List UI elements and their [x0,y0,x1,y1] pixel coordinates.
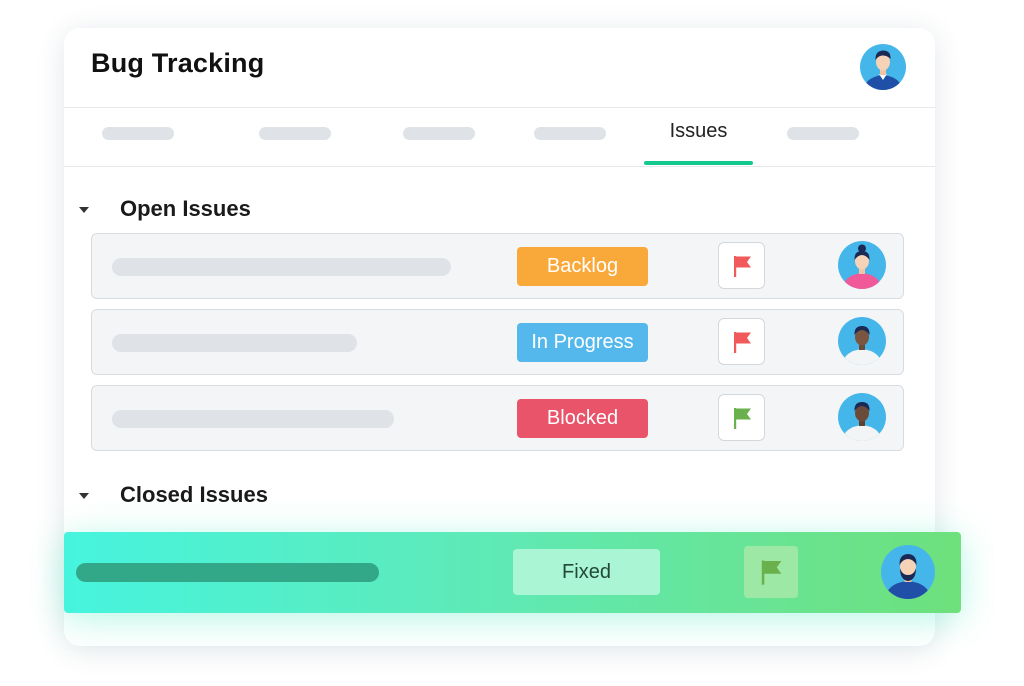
issue-title-placeholder [112,410,394,428]
flag-icon [733,331,751,353]
tab-4[interactable] [534,127,606,140]
tab-active-indicator [644,161,753,165]
assignee-avatar[interactable] [838,393,886,441]
priority-flag-button[interactable] [718,242,765,289]
status-badge: Fixed [513,549,660,595]
caret-down-icon [79,207,89,213]
user-avatar[interactable] [860,44,906,90]
tab-3[interactable] [403,127,475,140]
status-badge: In Progress [517,323,648,362]
assignee-avatar[interactable] [881,545,935,599]
issue-row[interactable]: Blocked [91,385,904,451]
flag-icon [733,255,751,277]
tab-2[interactable] [259,127,331,140]
assignee-avatar[interactable] [838,241,886,289]
assignee-avatar[interactable] [838,317,886,365]
closed-issue-row[interactable]: Fixed [64,532,961,613]
issue-title-placeholder [112,258,451,276]
page-title: Bug Tracking [91,48,265,78]
open-issues-label: Open Issues [120,196,251,221]
status-badge: Blocked [517,399,648,438]
tabs-divider [64,166,935,167]
priority-flag-button[interactable] [744,546,798,598]
closed-issues-label: Closed Issues [120,482,268,507]
issue-title-placeholder [112,334,357,352]
tab-issues[interactable]: Issues [669,120,728,142]
flag-icon [761,560,782,585]
tab-6[interactable] [787,127,859,140]
issue-title-placeholder [76,563,379,582]
flag-icon [733,407,751,429]
caret-down-icon [79,493,89,499]
priority-flag-button[interactable] [718,394,765,441]
priority-flag-button[interactable] [718,318,765,365]
header-divider [64,107,935,108]
status-badge: Backlog [517,247,648,286]
tab-1[interactable] [102,127,174,140]
issue-row[interactable]: In Progress [91,309,904,375]
issue-row[interactable]: Backlog [91,233,904,299]
